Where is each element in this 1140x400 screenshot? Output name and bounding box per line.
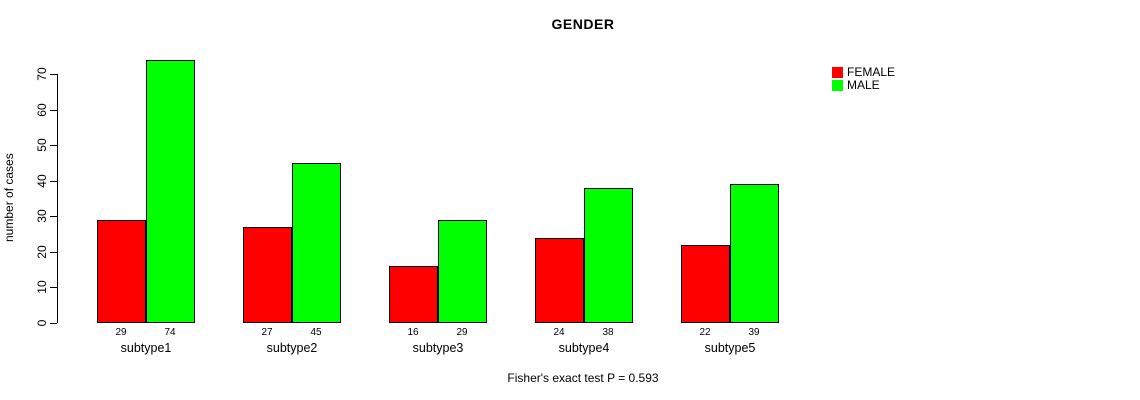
legend-row-male: MALE [832,79,895,92]
bar-value-label: 16 [407,327,419,338]
bar-male-subtype4 [584,188,633,323]
bar-value-label: 45 [310,327,322,338]
legend-label: FEMALE [847,65,896,79]
category-label-subtype2: subtype2 [266,341,318,355]
y-tick-mark [50,252,57,253]
y-axis-title: number of cases [2,153,16,243]
bar-male-subtype3 [438,220,487,323]
legend-swatch-male [832,80,843,91]
stat-annotation: Fisher's exact test P = 0.593 [507,371,659,385]
bar-value-label: 39 [748,327,760,338]
y-axis-line [57,74,58,323]
category-label-subtype5: subtype5 [704,341,756,355]
category-label-subtype4: subtype4 [558,341,610,355]
category-label-subtype3: subtype3 [412,341,464,355]
y-tick-mark [50,216,57,217]
bar-value-label: 29 [115,327,127,338]
bar-female-subtype1 [97,220,146,323]
legend-label: MALE [847,78,880,92]
y-tick-label: 50 [35,138,49,152]
bar-female-subtype5 [681,245,730,323]
y-tick-mark [50,181,57,182]
bar-male-subtype1 [146,60,195,323]
legend-row-female: FEMALE [832,66,895,79]
y-tick-label: 10 [35,280,49,294]
bar-female-subtype3 [389,266,438,323]
bar-value-label: 22 [699,327,711,338]
bar-value-label: 24 [553,327,565,338]
y-tick-mark [50,74,57,75]
bar-female-subtype2 [243,227,292,323]
y-tick-mark [50,323,57,324]
bar-value-label: 29 [456,327,468,338]
legend: FEMALE MALE [832,66,895,92]
bar-value-label: 74 [164,327,176,338]
bar-value-label: 38 [602,327,614,338]
bar-value-label: 27 [261,327,273,338]
y-tick-mark [50,287,57,288]
bar-male-subtype5 [730,184,779,323]
category-label-subtype1: subtype1 [120,341,172,355]
y-tick-label: 20 [35,245,49,259]
chart-title: GENDER [551,16,615,32]
y-tick-mark [50,110,57,111]
y-tick-label: 70 [35,67,49,81]
y-tick-label: 30 [35,209,49,223]
bar-male-subtype2 [292,163,341,323]
y-tick-mark [50,145,57,146]
bar-female-subtype4 [535,238,584,323]
legend-swatch-female [832,67,843,78]
y-tick-label: 60 [35,103,49,117]
y-tick-label: 0 [35,319,49,327]
y-tick-label: 40 [35,174,49,188]
